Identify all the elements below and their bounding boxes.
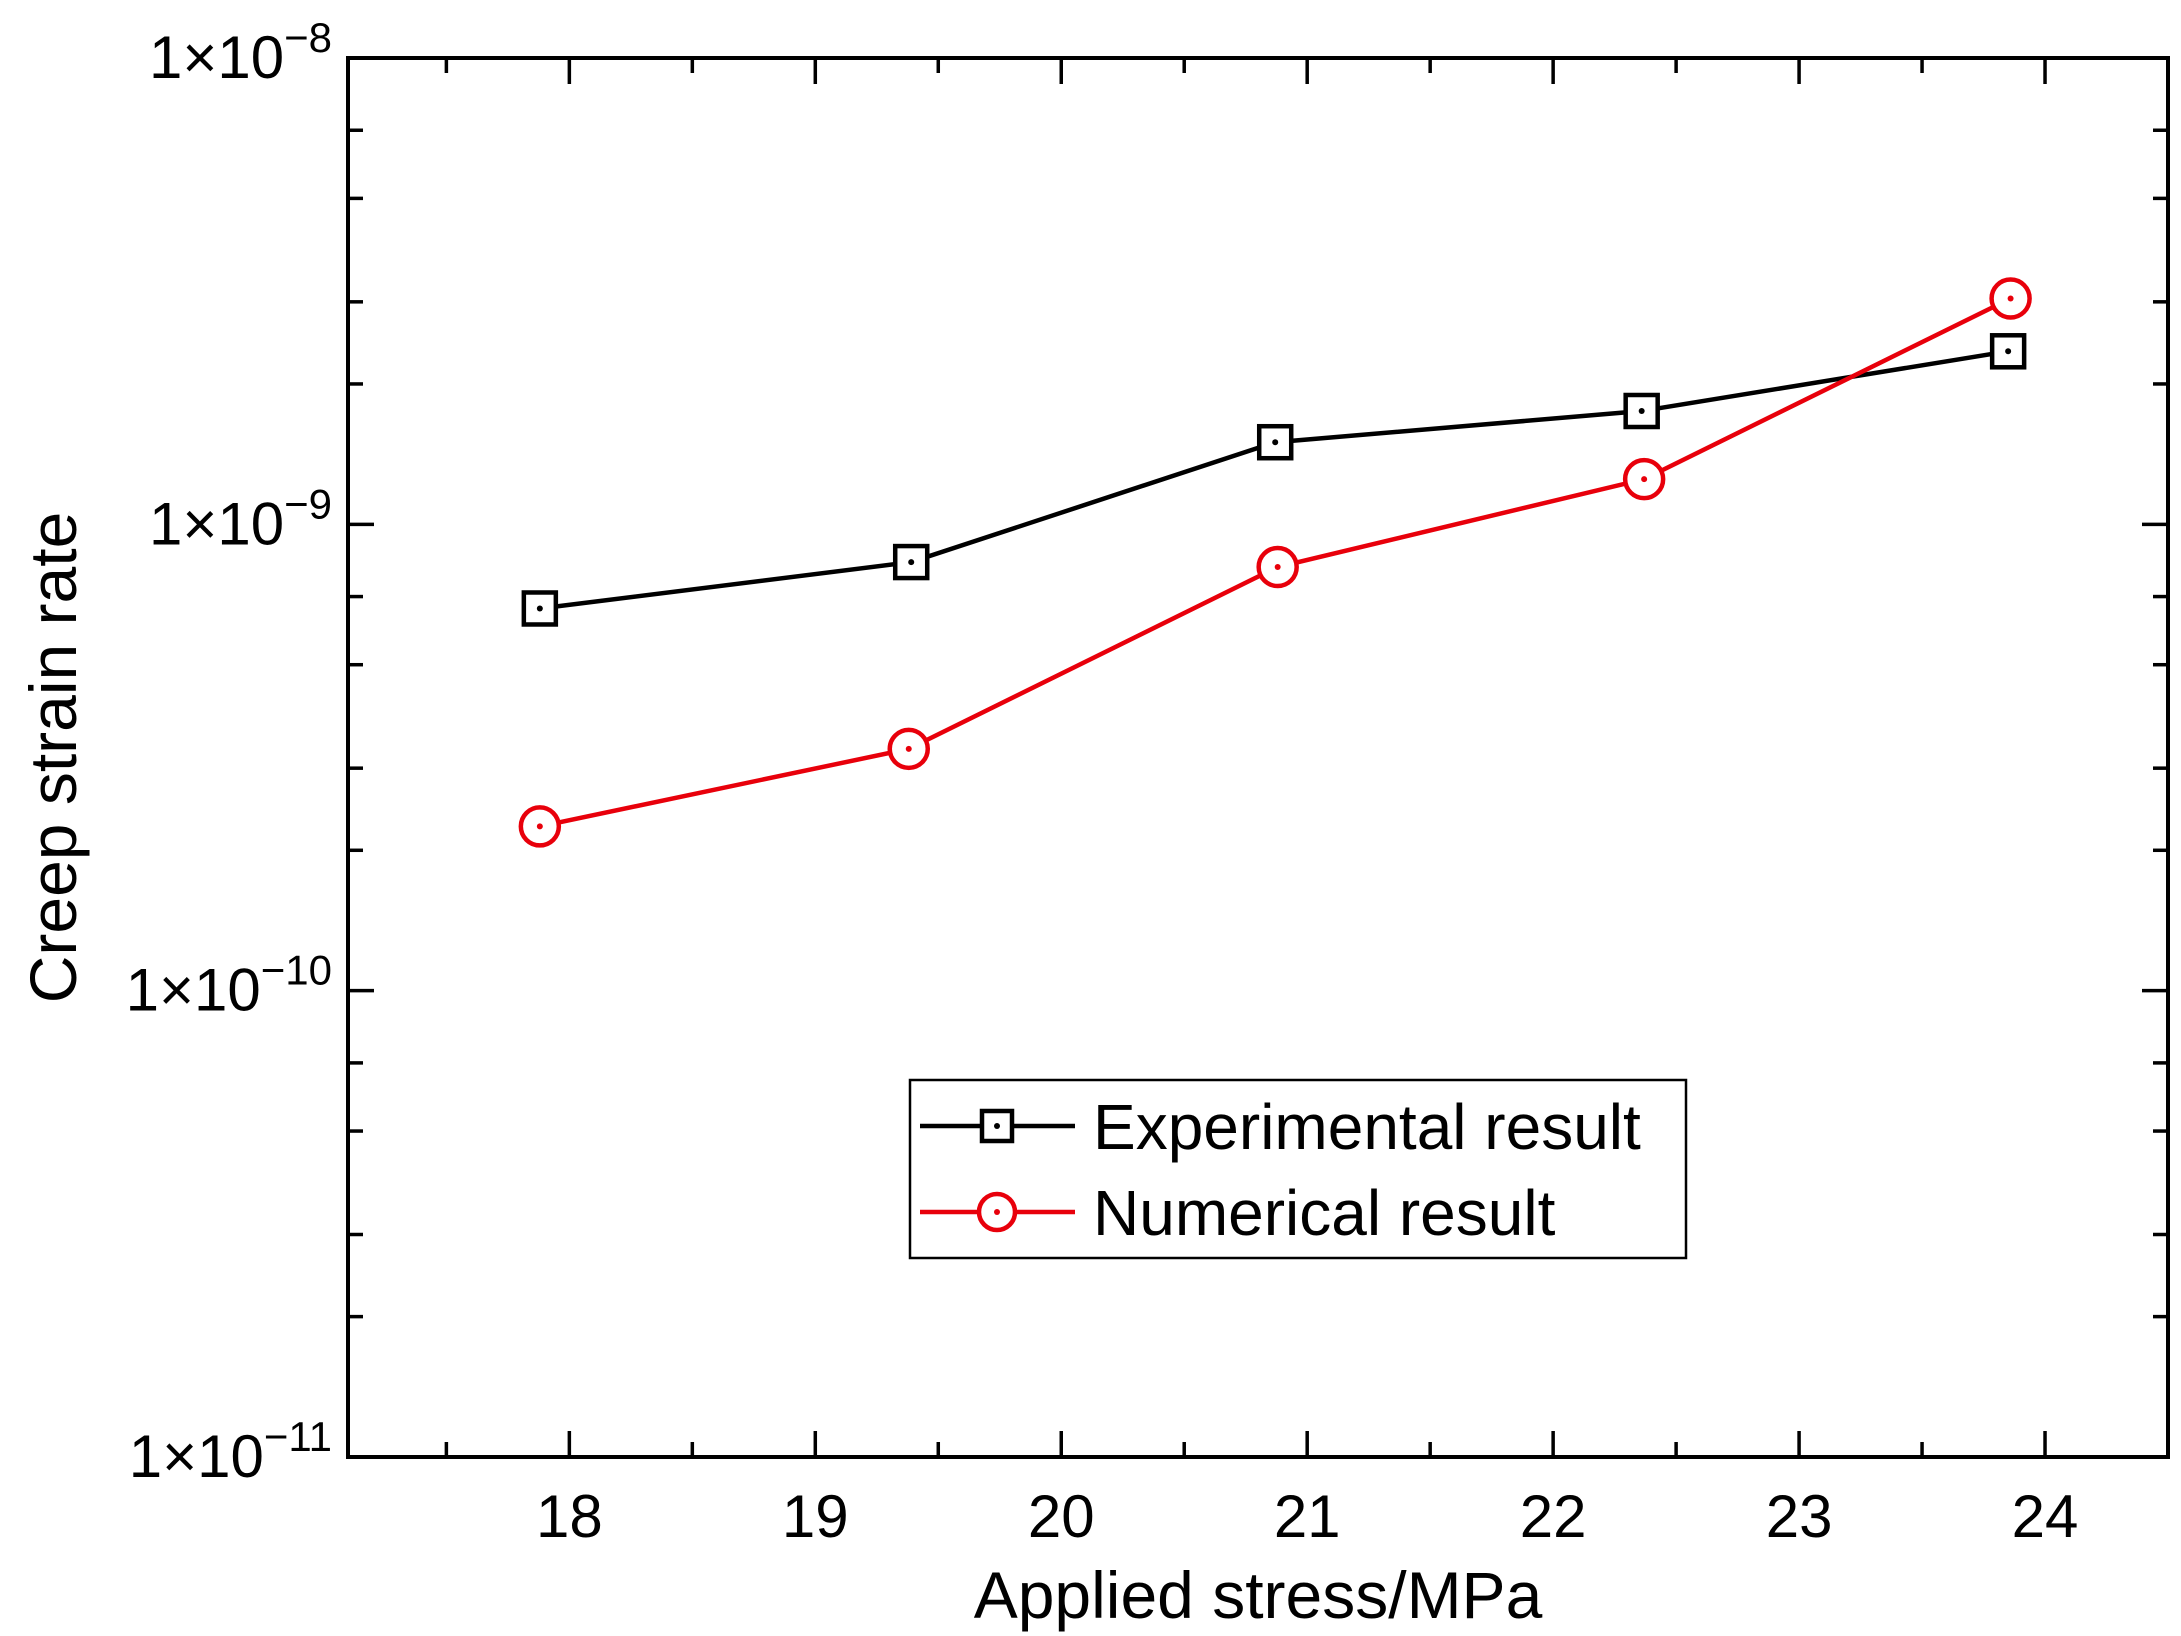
x-tick-label: 24	[2012, 1483, 2079, 1550]
legend-label: Experimental result	[1093, 1091, 1641, 1163]
data-point	[518, 805, 562, 848]
marker-center-dot	[1638, 407, 1645, 414]
marker-center-dot	[905, 745, 912, 752]
y-axis-title: Creep strain rate	[16, 512, 90, 1004]
data-point	[521, 590, 559, 627]
marker-center-dot	[2005, 348, 2012, 355]
data-point	[1989, 333, 2027, 370]
x-axis-title: Applied stress/MPa	[974, 1558, 1543, 1632]
legend-items: Experimental result Numerical result	[920, 1091, 1641, 1249]
y-tick-label: 1×10−8	[149, 14, 332, 91]
marker-center-dot	[1274, 564, 1281, 571]
marker-center-dot	[536, 823, 543, 830]
data-point	[1622, 457, 1666, 501]
marker-center-dot	[1272, 439, 1279, 446]
data-point	[1989, 277, 2032, 320]
data-point	[1256, 545, 1299, 589]
marker-center-dot	[994, 1209, 1000, 1215]
y-tick-label: 1×10−11	[129, 1413, 332, 1490]
marker-center-dot	[994, 1123, 1000, 1129]
x-tick-label: 23	[1766, 1483, 1833, 1550]
series-layer	[518, 277, 2032, 848]
x-tick-label: 21	[1274, 1483, 1341, 1550]
legend-label: Numerical result	[1093, 1177, 1556, 1249]
legend-box	[908, 1078, 1688, 1260]
square-marker	[1989, 333, 2027, 370]
series-experimental	[521, 333, 2027, 627]
legend-item: Experimental result	[920, 1091, 1641, 1163]
data-point	[887, 727, 931, 771]
data-point	[1256, 423, 1294, 461]
marker-center-dot	[908, 559, 915, 566]
legend-item: Numerical result	[920, 1177, 1556, 1249]
y-tick-label: 1×10−10	[126, 947, 332, 1024]
x-tick-label: 20	[1028, 1483, 1095, 1550]
marker-center-dot	[536, 605, 543, 612]
legend: Experimental result Numerical result	[908, 1078, 1688, 1260]
series-numerical	[518, 277, 2032, 848]
ticks-layer: 18 19 20 21 22 23 24 1×10−11 1×10−10 1×10−9 1×10−8	[126, 14, 2170, 1550]
square-marker	[892, 543, 930, 581]
marker-center-dot	[2007, 295, 2014, 302]
data-point	[892, 543, 930, 581]
x-tick-label: 22	[1520, 1483, 1587, 1550]
plot-frame	[346, 56, 2170, 1459]
marker-center-dot	[1641, 476, 1648, 483]
x-tick-label: 18	[536, 1483, 603, 1550]
x-tick-label: 19	[782, 1483, 849, 1550]
data-point	[1623, 392, 1660, 430]
y-tick-label: 1×10−9	[149, 480, 332, 557]
